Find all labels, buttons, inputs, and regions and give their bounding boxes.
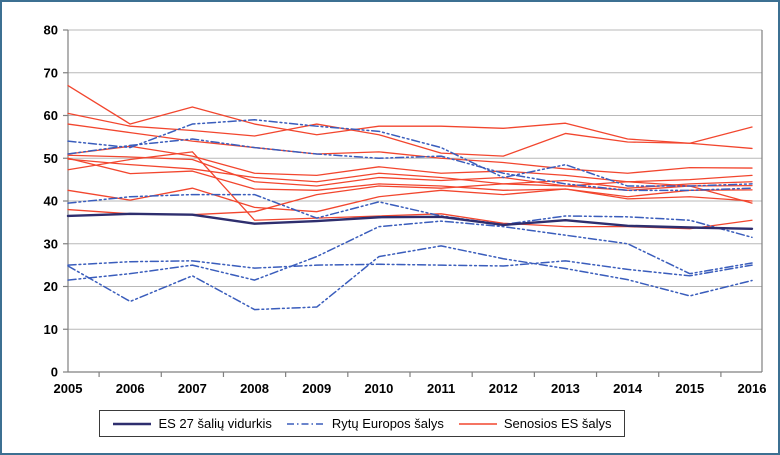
series-line-east — [67, 245, 753, 311]
series-line-old — [67, 183, 753, 216]
series-line-east — [67, 260, 753, 277]
series-line-old — [67, 187, 753, 213]
legend-label-east: Rytų Europos šalys — [331, 416, 444, 431]
x-tick-label: 2005 — [54, 381, 83, 396]
series-line-old — [67, 158, 753, 189]
series-line-old — [67, 112, 753, 157]
legend-item-old: Senosios ES šalys — [458, 416, 612, 431]
y-tick-label: 60 — [44, 108, 58, 123]
chart-legend: ES 27 šalių vidurkis Rytų Europos šalys … — [99, 410, 625, 437]
series-line-es27 — [66, 212, 754, 230]
series-line-east — [67, 220, 753, 281]
series-line-east — [67, 119, 753, 187]
y-tick-label: 10 — [44, 322, 58, 337]
series-line-east — [67, 138, 753, 192]
x-tick-label: 2009 — [302, 381, 331, 396]
x-tick-label: 2008 — [240, 381, 269, 396]
y-tick-label: 50 — [44, 151, 58, 166]
x-tick-label: 2007 — [178, 381, 207, 396]
x-tick-label: 2014 — [613, 381, 643, 396]
legend-item-es27: ES 27 šalių vidurkis — [112, 416, 272, 431]
legend-line-sample-old — [458, 422, 497, 425]
y-tick-label: 20 — [44, 279, 58, 294]
x-tick-label: 2012 — [489, 381, 518, 396]
legend-line-sample-es27 — [113, 422, 152, 425]
legend-line-sample-east — [286, 422, 325, 425]
series-line-old — [67, 154, 753, 187]
x-tick-label: 2006 — [116, 381, 145, 396]
x-tick-label: 2015 — [675, 381, 704, 396]
x-tick-label: 2010 — [364, 381, 393, 396]
legend-label-old: Senosios ES šalys — [503, 416, 612, 431]
series-line-old — [67, 123, 753, 174]
series-line-east — [67, 193, 753, 239]
line-chart-canvas: 0 10 20 30 40 50 60 70 80 2005 2006 2007 2008 2009 201… — [44, 23, 767, 397]
x-tick-label: 2011 — [427, 381, 455, 396]
y-tick-label: 40 — [44, 194, 58, 209]
series-line-old — [67, 84, 753, 144]
y-tick-label: 70 — [44, 65, 58, 80]
y-tick-label: 80 — [44, 23, 58, 38]
legend-label-es27: ES 27 šalių vidurkis — [158, 416, 272, 431]
series-line-old — [67, 145, 753, 183]
x-tick-label: 2016 — [738, 381, 767, 396]
y-tick-label: 0 — [51, 365, 58, 380]
legend-item-east: Rytų Europos šalys — [286, 416, 444, 431]
series-line-old — [67, 157, 753, 198]
y-tick-label: 30 — [44, 236, 58, 251]
legend-row: ES 27 šalių vidurkis Rytų Europos šalys … — [2, 410, 750, 437]
x-tick-label: 2013 — [551, 381, 580, 396]
